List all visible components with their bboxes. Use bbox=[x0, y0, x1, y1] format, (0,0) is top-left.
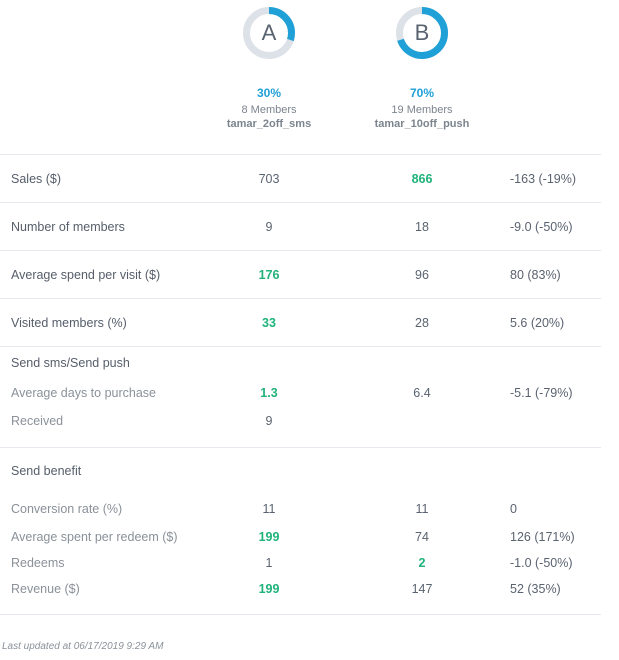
divider bbox=[0, 202, 601, 203]
metric-value-a: 9 bbox=[265, 414, 273, 428]
metric-value-a: 9 bbox=[265, 219, 273, 234]
metric-label: Sales ($) bbox=[11, 171, 62, 186]
metric-label: Average spent per redeem ($) bbox=[11, 530, 178, 544]
metric-value-b: 74 bbox=[415, 530, 429, 544]
variant-a-header: A 30% 8 Members tamar_2off_sms bbox=[209, 6, 329, 130]
section-title: Send benefit bbox=[11, 464, 82, 478]
variant-b-members: 19 Members bbox=[391, 104, 453, 116]
metric-label: Average spend per visit ($) bbox=[11, 267, 161, 282]
metric-difference: 52 (35%) bbox=[510, 582, 561, 596]
metric-label: Conversion rate (%) bbox=[11, 502, 123, 516]
metric-label: Received bbox=[11, 414, 64, 428]
metric-value-a: 199 bbox=[258, 530, 280, 544]
metric-difference: -1.0 (-50%) bbox=[510, 556, 573, 570]
section-title-send-sms-push: Send sms/Send push bbox=[0, 347, 601, 379]
ring-fill bbox=[396, 7, 448, 59]
metric-value-b: 2 bbox=[418, 556, 426, 570]
metric-value-b: 28 bbox=[415, 315, 429, 330]
metric-row-average-spend: Average spend per visit ($) 176 96 80 (8… bbox=[0, 251, 601, 298]
metric-label: Redeems bbox=[11, 556, 65, 570]
variant-a-campaign: tamar_2off_sms bbox=[226, 118, 312, 130]
metric-label: Number of members bbox=[11, 219, 125, 234]
variant-a-percent: 30% bbox=[256, 86, 282, 100]
metric-value-a: 199 bbox=[258, 582, 280, 596]
metric-difference: 0 bbox=[510, 502, 517, 516]
metric-difference: 126 (171%) bbox=[510, 530, 575, 544]
metric-value-a: 703 bbox=[258, 171, 280, 186]
last-updated-text: Last updated at 06/17/2019 9:29 AM bbox=[2, 641, 164, 652]
variant-b-ring: B bbox=[395, 6, 449, 60]
divider bbox=[0, 154, 601, 155]
variant-b-header: B 70% 19 Members tamar_10off_push bbox=[362, 6, 482, 130]
metric-value-b: 147 bbox=[411, 582, 433, 596]
metric-label: Visited members (%) bbox=[11, 315, 127, 330]
metric-value-b: 6.4 bbox=[413, 386, 431, 400]
metric-value-a: 176 bbox=[258, 267, 280, 282]
metric-row-conversion-rate: Conversion rate (%) 11 11 0 bbox=[0, 494, 601, 524]
variant-b-percent: 70% bbox=[409, 86, 435, 100]
section-title-send-benefit: Send benefit bbox=[0, 448, 601, 494]
metric-row-sales: Sales ($) 703 866 -163 (-19%) bbox=[0, 155, 601, 202]
section-title: Send sms/Send push bbox=[11, 356, 130, 370]
metric-row-revenue: Revenue ($) 199 147 52 (35%) bbox=[0, 576, 601, 614]
metric-row-received: Received 9 bbox=[0, 407, 601, 447]
metric-difference: 80 (83%) bbox=[510, 267, 561, 282]
metric-value-a: 1 bbox=[265, 556, 273, 570]
variant-b-letter: B bbox=[414, 20, 430, 45]
divider bbox=[0, 298, 601, 299]
metric-row-average-days-to-purchase: Average days to purchase 1.3 6.4 -5.1 (-… bbox=[0, 379, 601, 407]
divider bbox=[0, 614, 601, 615]
metric-value-a: 1.3 bbox=[260, 386, 278, 400]
metric-difference: 5.6 (20%) bbox=[510, 315, 565, 330]
ring-fill bbox=[243, 7, 295, 59]
metric-label: Revenue ($) bbox=[11, 582, 80, 596]
variant-b-campaign: tamar_10off_push bbox=[374, 118, 470, 130]
variant-a-progress-ring bbox=[243, 7, 295, 59]
metric-row-number-of-members: Number of members 9 18 -9.0 (-50%) bbox=[0, 203, 601, 250]
metric-value-b: 11 bbox=[415, 502, 429, 516]
metric-row-visited-members: Visited members (%) 33 28 5.6 (20%) bbox=[0, 299, 601, 346]
divider bbox=[0, 250, 601, 251]
divider bbox=[0, 447, 601, 448]
variant-a-ring: A bbox=[242, 6, 296, 60]
metric-value-b: 18 bbox=[415, 219, 429, 234]
metric-row-redeems: Redeems 1 2 -1.0 (-50%) bbox=[0, 550, 601, 576]
metric-row-average-spent-per-redeem: Average spent per redeem ($) 199 74 126 … bbox=[0, 524, 601, 550]
comparison-table: Sales ($) 703 866 -163 (-19%) Number of … bbox=[0, 154, 601, 615]
metric-difference: -9.0 (-50%) bbox=[510, 219, 573, 234]
metric-value-a: 11 bbox=[262, 502, 276, 516]
metric-difference: -5.1 (-79%) bbox=[510, 386, 573, 400]
divider bbox=[0, 346, 601, 347]
metric-value-b: 866 bbox=[411, 171, 433, 186]
variant-a-members: 8 Members bbox=[241, 104, 297, 116]
metric-value-a: 33 bbox=[262, 315, 276, 330]
metric-value-b: 96 bbox=[415, 267, 429, 282]
metric-difference: -163 (-19%) bbox=[510, 171, 576, 186]
variant-b-progress-ring bbox=[396, 7, 448, 59]
variant-a-letter: A bbox=[261, 20, 277, 45]
metric-label: Average days to purchase bbox=[11, 386, 157, 400]
